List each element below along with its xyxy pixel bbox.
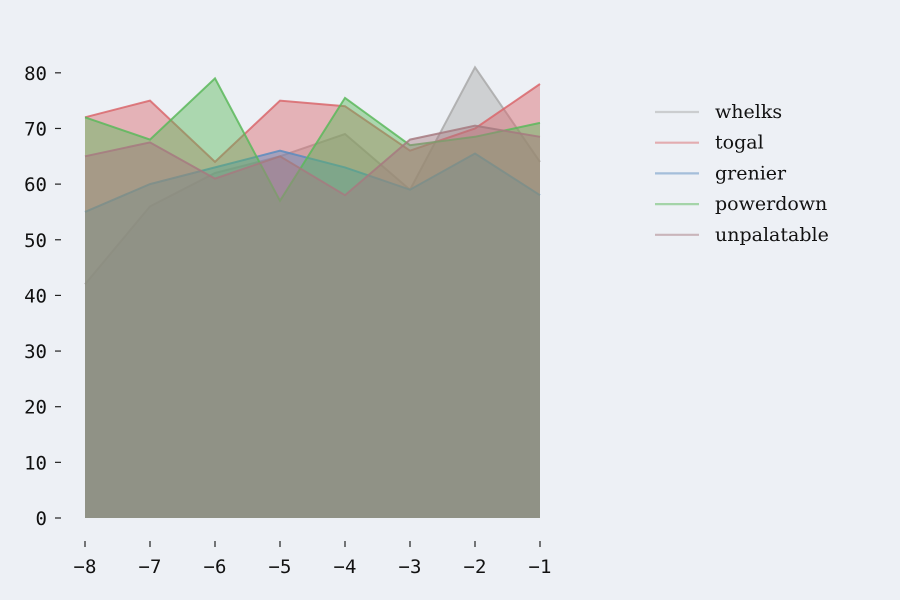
area-grenier	[85, 150, 540, 518]
x-tick-label: −5	[269, 556, 292, 578]
y-tick-label: 40	[24, 285, 47, 307]
legend-label: grenier	[715, 162, 787, 184]
legend-label: unpalatable	[715, 224, 829, 246]
y-tick-label: 50	[24, 230, 47, 252]
y-tick-label: 70	[24, 118, 47, 140]
y-tick-label: 30	[24, 341, 47, 363]
legend-label: togal	[715, 132, 764, 154]
plot-area	[84, 65, 541, 519]
legend-item-unpalatable: unpalatable	[655, 224, 829, 246]
x-tick-label: −1	[529, 556, 552, 578]
y-axis: 0 10 20 30 40 50 60 70 80	[24, 63, 61, 530]
y-tick-label: 60	[24, 174, 47, 196]
x-tick-label: −3	[399, 556, 422, 578]
y-tick-label: 80	[24, 63, 47, 85]
legend-item-togal: togal	[655, 132, 764, 154]
line-unpalatable	[84, 124, 541, 197]
legend-label: whelks	[715, 101, 782, 123]
area-unpalatable	[85, 125, 540, 518]
legend-item-whelks: whelks	[655, 101, 782, 123]
area-togal	[85, 84, 540, 518]
line-whelks	[84, 65, 541, 285]
x-axis: −8 −7 −6 −5 −4 −3 −2 −1	[74, 541, 552, 578]
legend-item-grenier: grenier	[655, 162, 787, 184]
legend: whelks togal grenier powerdown unpalatable	[655, 101, 829, 246]
legend-label: powerdown	[715, 193, 827, 215]
x-tick-label: −6	[204, 556, 227, 578]
y-tick-label: 20	[24, 397, 47, 419]
y-tick-label: 0	[36, 508, 47, 530]
y-tick-label: 10	[24, 452, 47, 474]
x-tick-label: −2	[464, 556, 487, 578]
x-tick-label: −4	[334, 556, 357, 578]
area-powerdown	[85, 78, 540, 519]
x-tick-label: −7	[139, 556, 162, 578]
x-tick-label: −8	[74, 556, 97, 578]
legend-item-powerdown: powerdown	[655, 193, 827, 215]
line-grenier	[84, 149, 541, 213]
line-powerdown	[84, 76, 541, 203]
line-togal	[84, 83, 541, 164]
